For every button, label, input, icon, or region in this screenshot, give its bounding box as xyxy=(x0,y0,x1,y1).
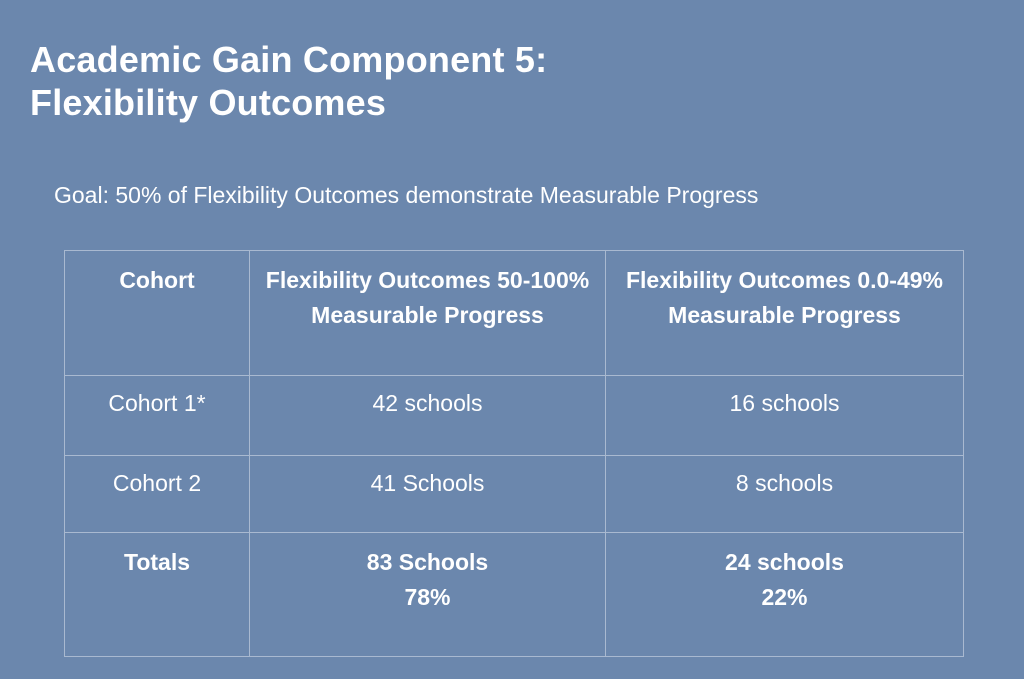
cohort-cell: Cohort 2 xyxy=(64,455,250,533)
high-progress-cell: 42 schools xyxy=(249,375,606,456)
table-row: Cohort 2 41 Schools 8 schools xyxy=(64,455,964,533)
totals-low-cell: 24 schools 22% xyxy=(605,532,964,657)
totals-low-count: 24 schools xyxy=(725,549,844,575)
title-line-1: Academic Gain Component 5: xyxy=(30,39,548,80)
header-high-progress: Flexibility Outcomes 50-100% Measurable … xyxy=(249,250,606,376)
totals-row: Totals 83 Schools 78% 24 schools 22% xyxy=(64,532,964,657)
table-header-row: Cohort Flexibility Outcomes 50-100% Meas… xyxy=(64,250,964,376)
low-progress-cell: 8 schools xyxy=(605,455,964,533)
high-progress-cell: 41 Schools xyxy=(249,455,606,533)
totals-high-cell: 83 Schools 78% xyxy=(249,532,606,657)
header-cohort: Cohort xyxy=(64,250,250,376)
totals-high-percent: 78% xyxy=(404,584,451,610)
totals-high-count: 83 Schools xyxy=(366,549,489,575)
cohort-cell: Cohort 1* xyxy=(64,375,250,456)
title-line-2: Flexibility Outcomes xyxy=(30,82,387,123)
slide-title: Academic Gain Component 5: Flexibility O… xyxy=(30,38,547,124)
header-low-progress: Flexibility Outcomes 0.0-49% Measurable … xyxy=(605,250,964,376)
table-row: Cohort 1* 42 schools 16 schools xyxy=(64,375,964,456)
totals-low-percent: 22% xyxy=(761,584,808,610)
results-table: Cohort Flexibility Outcomes 50-100% Meas… xyxy=(64,250,964,657)
low-progress-cell: 16 schools xyxy=(605,375,964,456)
goal-statement: Goal: 50% of Flexibility Outcomes demons… xyxy=(54,182,759,208)
totals-label: Totals xyxy=(64,532,250,657)
